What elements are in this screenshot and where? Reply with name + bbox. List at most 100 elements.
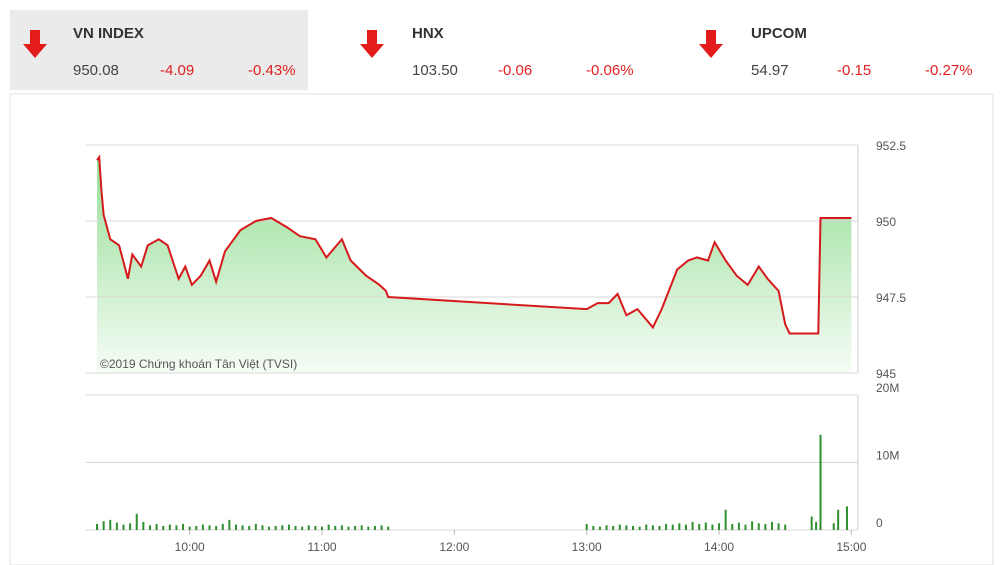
volume-bar (751, 521, 754, 530)
volume-bar (585, 523, 588, 530)
volume-bar (248, 525, 251, 530)
index-pct: -0.06% (586, 62, 634, 79)
volume-bar (135, 513, 138, 530)
volume-bar (691, 521, 694, 530)
volume-bar (122, 524, 125, 530)
volume-bar (287, 524, 290, 530)
volume-bar (334, 525, 337, 530)
volume-bar (665, 523, 668, 530)
volume-bar (129, 523, 132, 530)
volume-bar (115, 522, 118, 530)
volume-bar (142, 521, 145, 530)
volume-bar (764, 523, 767, 530)
index-pct: -0.43% (248, 62, 296, 79)
volume-bar (162, 525, 165, 530)
volume-bar (182, 523, 185, 530)
price-line (96, 154, 852, 335)
volume-bar (638, 526, 641, 530)
volume-bar (612, 525, 615, 530)
volume-bar (109, 519, 112, 530)
volume-bar (307, 525, 310, 530)
volume-bar (671, 524, 674, 530)
index-value: 950.08 (73, 62, 119, 79)
x-tick-label: 12:00 (439, 540, 469, 554)
volume-bar (367, 526, 370, 530)
volume-bar (96, 523, 99, 530)
volume-bar (360, 525, 363, 530)
volume-bar (168, 524, 171, 530)
volume-bar (234, 524, 237, 530)
volume-bar (387, 526, 390, 530)
index-change: -0.06 (498, 62, 532, 79)
copyright: ©2019 Chứng khoán Tân Việt (TVSI) (100, 357, 297, 371)
volume-bar (102, 521, 105, 530)
x-tick-label: 10:00 (175, 540, 205, 554)
area (97, 157, 852, 373)
volume-bar (832, 523, 835, 530)
volume-bar (819, 434, 822, 530)
y-tick-label: 947.5 (876, 291, 906, 305)
volume-bar (347, 526, 350, 530)
volume-bar (684, 524, 687, 530)
volume-bar (737, 522, 740, 530)
volume-bar (188, 526, 191, 530)
chart-frame (9, 93, 994, 565)
volume-bar (215, 525, 218, 530)
volume-bar (731, 523, 734, 530)
volume-bar (301, 526, 304, 530)
volume-bar (221, 523, 224, 530)
volume-bar (195, 525, 198, 530)
volume-bar (704, 522, 707, 530)
volume-bar (148, 525, 151, 530)
volume-bar (261, 525, 264, 530)
volume-bar (321, 526, 324, 530)
active-tab[interactable] (10, 10, 308, 90)
volume-bar (784, 524, 787, 530)
volume-bar (605, 525, 608, 530)
volume-bar (678, 523, 681, 530)
volume-bar (724, 509, 727, 530)
x-tick-label: 11:00 (307, 540, 336, 554)
volume-bar (618, 524, 621, 530)
volume-bar (274, 525, 277, 530)
volume-bar (770, 521, 773, 530)
volume-bar (658, 525, 661, 530)
volume-bar (757, 523, 760, 530)
volume-bar (354, 525, 357, 530)
index-name: VN INDEX (73, 25, 144, 42)
index-value: 103.50 (412, 62, 458, 79)
volume-bar (645, 524, 648, 530)
y-tick-label: 20M (876, 381, 899, 395)
volume-bar (744, 524, 747, 530)
y-tick-label: 0 (876, 516, 883, 530)
volume-bar (837, 509, 840, 530)
volume-bar (294, 525, 297, 530)
volume-bar (845, 506, 848, 530)
volume-bar (241, 525, 244, 530)
y-tick-label: 945 (876, 367, 896, 381)
volume-bar (340, 525, 343, 530)
index-value: 54.97 (751, 62, 789, 79)
volume-bar (625, 525, 628, 530)
index-name: UPCOM (751, 25, 807, 42)
volume-bar (155, 523, 158, 530)
volume-bar (711, 524, 714, 530)
index-change: -0.15 (837, 62, 871, 79)
volume-bar (598, 526, 601, 530)
volume-bar (175, 525, 178, 530)
x-tick-label: 15:00 (836, 540, 866, 554)
index-pct: -0.27% (925, 62, 973, 79)
y-tick-label: 10M (876, 449, 899, 463)
x-tick-label: 13:00 (572, 540, 602, 554)
volume-bar (228, 519, 231, 530)
volume-bar (651, 525, 654, 530)
y-tick-label: 952.5 (876, 139, 906, 153)
volume-bar (815, 521, 818, 530)
volume-bar (268, 526, 271, 530)
x-tick-label: 14:00 (704, 540, 734, 554)
volume-bar (777, 523, 780, 530)
volume-bar (314, 525, 317, 530)
volume-bar (632, 525, 635, 530)
volume-bar (718, 523, 721, 530)
index-change: -4.09 (160, 62, 194, 79)
